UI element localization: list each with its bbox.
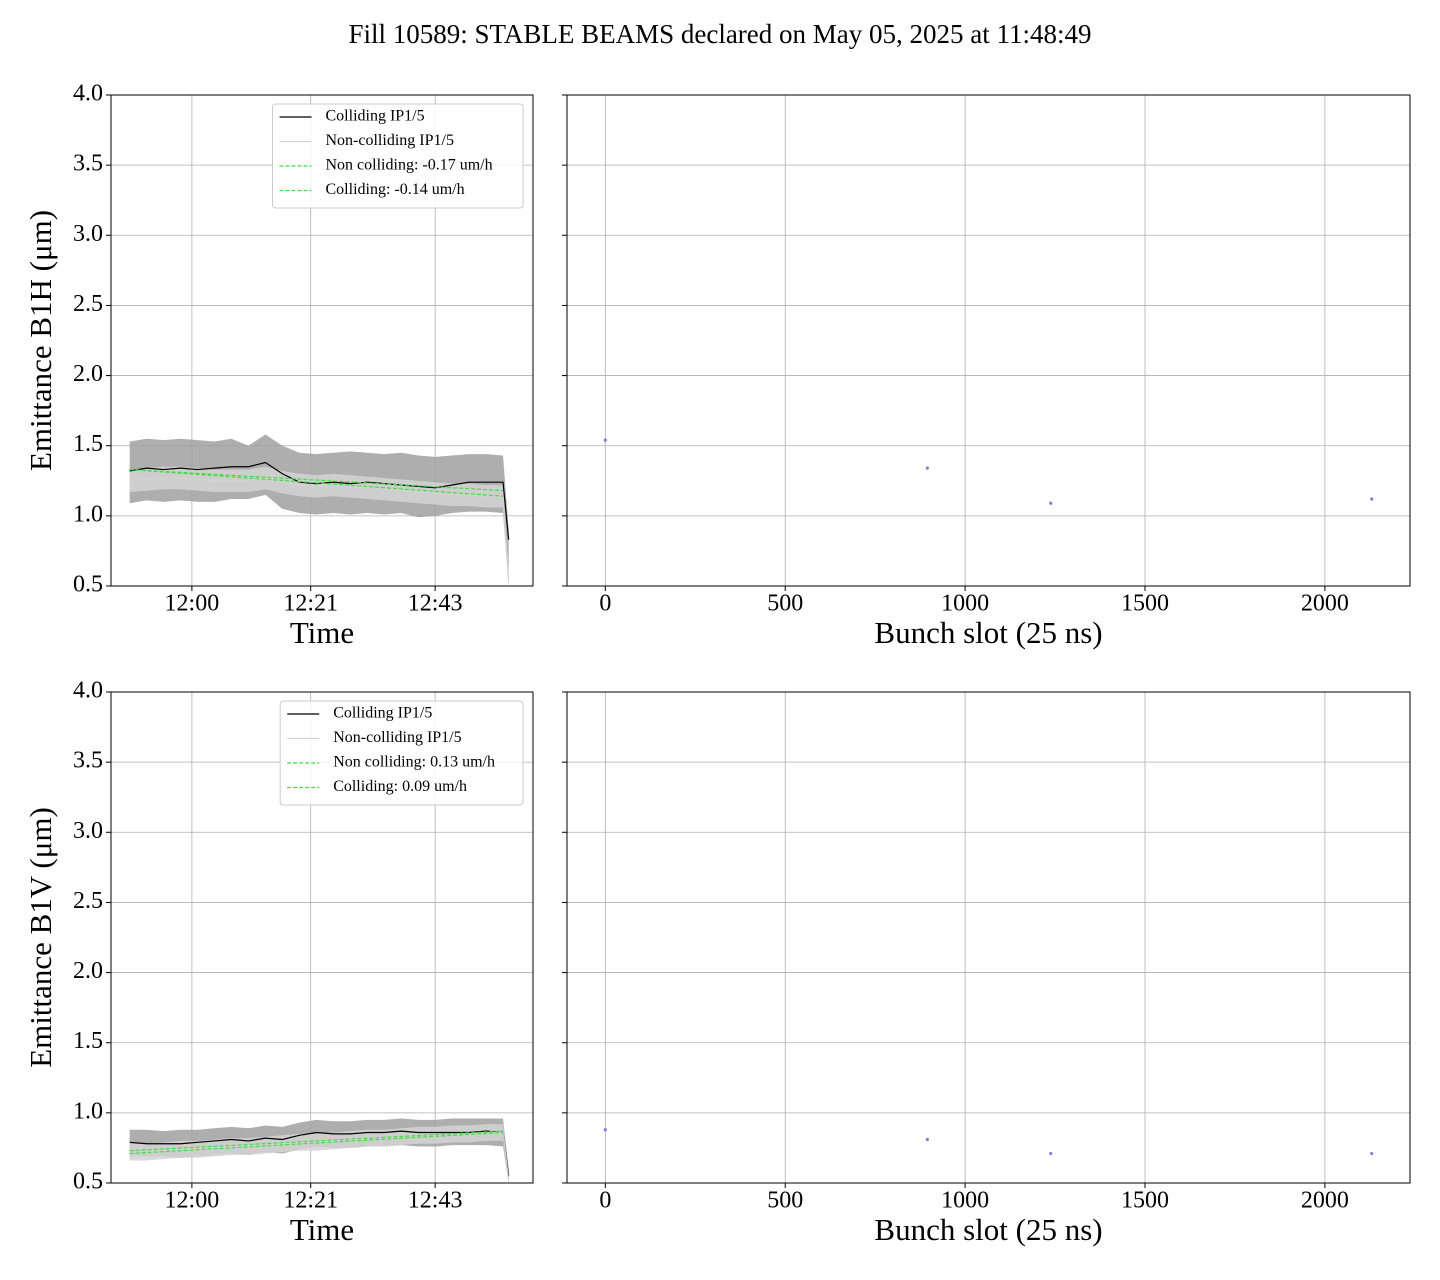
x-tick-label: 12:00 bbox=[165, 591, 220, 617]
y-tick-label: 1.0 bbox=[73, 1098, 103, 1124]
std-band bbox=[129, 466, 509, 586]
x-tick-label: 1000 bbox=[941, 591, 989, 617]
series-line bbox=[129, 468, 504, 492]
y-tick-label: 3.0 bbox=[73, 221, 103, 247]
series-line bbox=[129, 468, 504, 497]
scatter-point bbox=[1370, 497, 1374, 501]
legend-label: Colliding IP1/5 bbox=[333, 705, 432, 722]
x-tick-label: 12:43 bbox=[408, 1188, 463, 1214]
scatter-point bbox=[1049, 501, 1053, 505]
x-tick-label: 500 bbox=[767, 591, 803, 617]
series-line bbox=[129, 1130, 504, 1152]
x-tick-label: 2000 bbox=[1301, 591, 1349, 617]
legend-label: Colliding: -0.14 um/h bbox=[326, 181, 465, 198]
x-tick-label: 12:21 bbox=[283, 591, 338, 617]
y-tick-label: 1.5 bbox=[73, 431, 103, 457]
series-line bbox=[129, 1131, 504, 1155]
series-line bbox=[129, 1130, 510, 1177]
legend-label: Colliding IP1/5 bbox=[326, 108, 425, 125]
legend-box bbox=[272, 103, 524, 209]
x-axis-label: Time bbox=[290, 615, 354, 650]
x-axis-label: Bunch slot (25 ns) bbox=[874, 615, 1102, 650]
y-tick-label: 1.0 bbox=[73, 501, 103, 527]
legend-box bbox=[279, 700, 524, 806]
x-tick-label: 12:43 bbox=[408, 591, 463, 617]
legend-label: Non-colliding IP1/5 bbox=[326, 132, 454, 149]
axes-frame bbox=[110, 691, 534, 1184]
y-tick-label: 2.0 bbox=[73, 958, 103, 984]
x-tick-label: 0 bbox=[599, 591, 611, 617]
y-tick-label: 3.5 bbox=[73, 748, 103, 774]
y-tick-label: 2.5 bbox=[73, 291, 103, 317]
legend-label: Non colliding: 0.13 um/h bbox=[333, 754, 495, 771]
axes-frame bbox=[566, 691, 1411, 1184]
y-tick-label: 3.5 bbox=[73, 151, 103, 177]
x-tick-label: 12:00 bbox=[165, 1188, 220, 1214]
x-axis-label: Time bbox=[290, 1212, 354, 1247]
axes-frame bbox=[566, 94, 1411, 587]
scatter-point bbox=[603, 438, 607, 442]
scatter-point bbox=[603, 1128, 607, 1132]
x-tick-label: 1500 bbox=[1121, 1188, 1169, 1214]
scatter-point bbox=[925, 466, 929, 470]
y-axis-label: Emittance B1H (μm) bbox=[23, 210, 58, 471]
series-line bbox=[129, 461, 510, 540]
x-tick-label: 1000 bbox=[941, 1188, 989, 1214]
std-band bbox=[129, 1124, 509, 1183]
y-tick-label: 4.0 bbox=[73, 81, 103, 107]
y-tick-label: 3.0 bbox=[73, 818, 103, 844]
y-axis-label: Emittance B1V (μm) bbox=[23, 807, 58, 1068]
x-tick-label: 1500 bbox=[1121, 591, 1169, 617]
y-tick-label: 1.5 bbox=[73, 1028, 103, 1054]
legend-label: Colliding: 0.09 um/h bbox=[333, 778, 467, 795]
x-tick-label: 2000 bbox=[1301, 1188, 1349, 1214]
scatter-point bbox=[1370, 1151, 1374, 1156]
scatter-point bbox=[1049, 1151, 1053, 1156]
axes-frame bbox=[110, 94, 534, 587]
x-tick-label: 12:21 bbox=[283, 1188, 338, 1214]
figure-title: Fill 10589: STABLE BEAMS declared on May… bbox=[348, 19, 1091, 49]
y-tick-label: 2.0 bbox=[73, 361, 103, 387]
legend-label: Non-colliding IP1/5 bbox=[333, 729, 461, 746]
scatter-point bbox=[925, 1137, 929, 1142]
y-tick-label: 0.5 bbox=[73, 1169, 103, 1195]
series-line bbox=[129, 477, 510, 584]
y-tick-label: 0.5 bbox=[73, 572, 103, 598]
x-tick-label: 0 bbox=[599, 1188, 611, 1214]
y-tick-label: 4.0 bbox=[73, 678, 103, 704]
x-axis-label: Bunch slot (25 ns) bbox=[874, 1212, 1102, 1247]
x-tick-label: 500 bbox=[767, 1188, 803, 1214]
legend-label: Non colliding: -0.17 um/h bbox=[326, 157, 493, 174]
y-tick-label: 2.5 bbox=[73, 888, 103, 914]
